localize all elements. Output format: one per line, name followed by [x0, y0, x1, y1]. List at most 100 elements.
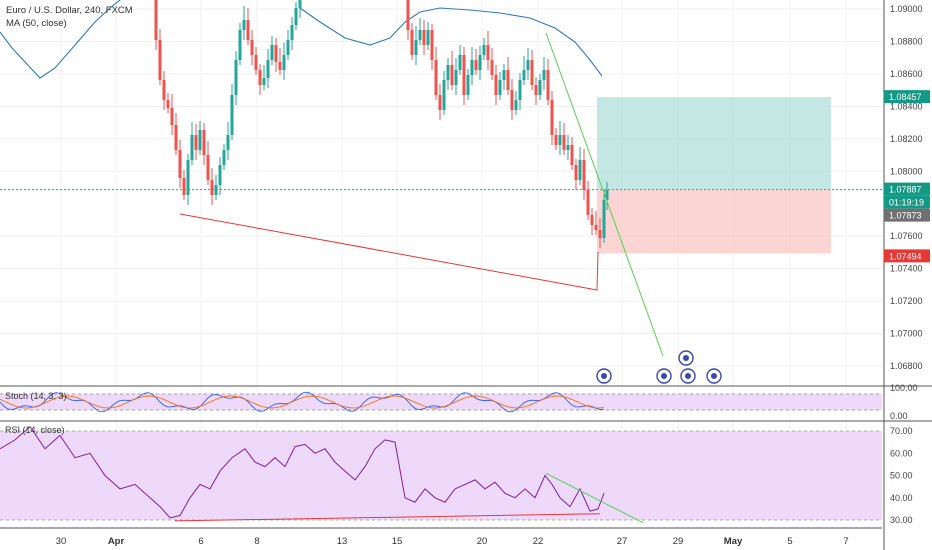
price-tick: 1.07600 — [890, 231, 923, 241]
rsi-tick: 70.00 — [890, 426, 913, 436]
candle-body — [598, 230, 602, 238]
ma-series — [299, 7, 603, 77]
candle-body — [605, 190, 609, 200]
candle-body — [274, 45, 278, 62]
candle-body — [246, 20, 250, 40]
candle-body — [242, 20, 246, 30]
entry-badge-text: 1.07887 — [889, 185, 922, 195]
candle-body — [506, 70, 510, 90]
rsi-tick: 60.00 — [890, 448, 913, 458]
ma-line — [0, 0, 603, 79]
event-icon-dot — [683, 355, 689, 361]
time-tick: 22 — [533, 536, 544, 547]
time-tick: 6 — [198, 536, 203, 547]
candle-body — [174, 125, 178, 150]
last-price-badge-text: 1.07873 — [889, 211, 922, 221]
countdown-badge-text: 01:19:19 — [889, 198, 924, 208]
candle-body — [206, 155, 210, 180]
ma-series — [0, 0, 121, 79]
candle-body — [530, 60, 534, 85]
countdown-badge — [884, 195, 930, 209]
stop-badge-text: 1.07494 — [889, 251, 922, 261]
event-icon-dot — [661, 373, 667, 379]
candle-body — [522, 70, 526, 80]
candle-body — [550, 100, 554, 135]
candle-body — [290, 25, 294, 40]
oscillator-panes — [0, 391, 882, 524]
candle-body — [270, 45, 274, 60]
stoch-k-line — [0, 391, 605, 413]
time-tick: May — [724, 536, 743, 547]
time-tick: 7 — [843, 536, 848, 547]
candle-body — [498, 80, 502, 95]
price-tick: 1.08600 — [890, 69, 923, 79]
candle-body — [186, 160, 190, 195]
candle-body — [426, 30, 430, 45]
candle-body — [586, 190, 590, 215]
candle-body — [162, 80, 166, 100]
candle-body — [534, 85, 538, 95]
candle-body — [486, 45, 490, 60]
rsi-label: RSI (14, close) — [5, 425, 65, 435]
candle-body — [222, 150, 226, 165]
candle-body — [566, 145, 570, 150]
candle-body — [226, 135, 230, 150]
candle-body — [158, 40, 162, 80]
rsi-tick: 30.00 — [890, 515, 913, 525]
price-tick: 1.08400 — [890, 101, 923, 111]
support-trendline — [179, 213, 599, 291]
candle-body — [578, 160, 582, 180]
rsi-band — [0, 431, 882, 520]
candle-body — [298, 0, 302, 8]
candle-body — [230, 95, 234, 135]
candle-body — [478, 55, 482, 70]
candle-body — [538, 80, 542, 95]
rsi-support-trendline — [174, 513, 601, 522]
candle-body — [194, 135, 198, 150]
candle-body — [182, 178, 186, 195]
ma-label: MA (50, close) — [6, 18, 67, 29]
candle-body — [458, 55, 462, 70]
trendlines[interactable] — [179, 32, 664, 357]
target-zone — [597, 97, 831, 190]
candle-body — [178, 150, 182, 178]
candle-body — [510, 90, 514, 110]
candle-body — [574, 165, 578, 180]
candle-body — [442, 80, 446, 110]
candle-body — [466, 75, 470, 95]
candle-body — [570, 145, 574, 165]
candle-body — [590, 215, 594, 225]
price-tick: 1.08000 — [890, 166, 923, 176]
time-tick: 30 — [56, 536, 67, 547]
candle-body — [282, 55, 286, 70]
candle-body — [450, 65, 454, 85]
time-tick: 29 — [673, 536, 684, 547]
candle-body — [502, 70, 506, 80]
rsi-projection-trendline — [545, 472, 644, 524]
candle-body — [406, 0, 410, 30]
price-tick: 1.07200 — [890, 296, 923, 306]
last-price-badge — [884, 208, 930, 222]
target-badge — [884, 90, 930, 104]
event-icon-dot — [711, 373, 717, 379]
time-tick: 8 — [254, 536, 259, 547]
event-icons[interactable] — [596, 350, 722, 384]
time-tick: 5 — [787, 536, 792, 547]
time-tick: 13 — [337, 536, 348, 547]
price-tick: 1.06800 — [890, 361, 923, 371]
target-badge-text: 1.08457 — [889, 92, 922, 102]
stop-badge — [884, 249, 930, 263]
rsi-tick: 50.00 — [890, 471, 913, 481]
candle-body — [454, 70, 458, 85]
candle-body — [554, 135, 558, 145]
stop-zone — [597, 189, 831, 254]
candle-body — [202, 130, 206, 155]
candles — [154, 0, 609, 248]
candle-body — [218, 165, 222, 185]
candle-body — [526, 60, 530, 70]
candle-body — [438, 95, 442, 110]
candle-body — [214, 185, 218, 195]
stoch-label: Stoch (14, 3, 3) — [5, 391, 67, 401]
